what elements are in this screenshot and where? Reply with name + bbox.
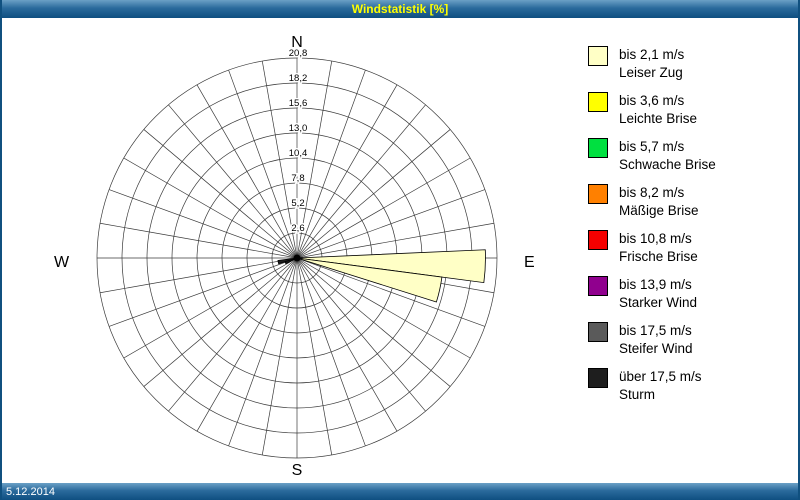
legend-color-swatch [588,322,608,342]
legend-item: bis 17,5 m/s Steifer Wind [588,322,716,358]
grid-spoke [108,257,298,327]
grid-spoke [168,104,298,259]
legend-color-swatch [588,138,608,158]
legend-color-swatch [588,184,608,204]
legend-name-label: Frische Brise [619,249,698,264]
grid-spoke [296,189,486,259]
compass-east-label: E [524,254,535,271]
grid-spoke [296,257,451,387]
legend-color-swatch [588,230,608,250]
legend-item: über 17,5 m/s Sturm [588,368,716,404]
legend-color-swatch [588,46,608,66]
ring-label: 18,2 [289,73,308,84]
legend-color-swatch [588,276,608,296]
legend-speed-label: bis 17,5 m/s [619,323,692,338]
legend-item: bis 2,1 m/s Leiser Zug [588,46,716,82]
center-dot [293,254,301,262]
grid-spoke [296,104,426,259]
ring-label: 5,2 [291,198,304,209]
ring-label: 10,4 [289,148,308,159]
legend-speed-label: bis 2,1 m/s [619,47,685,62]
ring-label: 15,6 [289,98,308,109]
compass-west-label: W [54,254,70,271]
ring-label: 13,0 [289,123,308,134]
grid-spoke [168,257,298,412]
grid-spoke [143,129,298,259]
grid-spoke [99,257,298,294]
grid-spoke [196,84,298,259]
grid-spoke [108,189,298,259]
ring-label: 7,8 [291,173,304,184]
grid-spoke [261,60,298,259]
legend-color-swatch [588,368,608,388]
wind-sector [296,257,443,303]
legend-speed-label: bis 8,2 m/s [619,185,685,200]
legend-speed-label: bis 5,7 m/s [619,139,685,154]
legend-name-label: Sturm [619,387,656,402]
legend-speed-label: bis 10,8 m/s [619,231,692,246]
grid-spoke [296,257,426,412]
grid-spoke [296,257,471,359]
legend-name-label: Steifer Wind [619,341,693,356]
legend-name-label: Starker Wind [619,295,698,310]
windrose-svg: 2,6 5,2 7,8 10,4 13,0 15,6 18,2 20,8 [96,47,498,459]
grid-spoke [143,257,298,387]
legend-item: bis 13,9 m/s Starker Wind [588,276,716,312]
legend-item: bis 5,7 m/s Schwache Brise [588,138,716,174]
compass-north-label: N [291,34,303,51]
legend-name-label: Mäßige Brise [619,203,699,218]
compass-south-label: S [291,462,303,479]
window-title: Windstatistik [%] [351,2,449,16]
grid-spoke [228,69,298,259]
grid-spoke [296,257,486,327]
grid-spoke [261,257,298,456]
grid-spoke [99,222,298,259]
grid-spoke [296,257,398,432]
legend-name-label: Schwache Brise [619,157,716,172]
legend: bis 2,1 m/s Leiser Zug bis 3,6 m/s Leich… [588,46,716,414]
legend-name-label: Leiser Zug [619,65,683,80]
ring-label: 20,8 [289,48,308,59]
status-bar: 5.12.2014 [2,483,798,500]
grid-spoke [296,60,333,259]
ring-label: 2,6 [291,223,304,234]
grid-spoke [296,84,398,259]
legend-speed-label: über 17,5 m/s [619,369,702,384]
grid-spoke [296,257,366,447]
legend-item: bis 8,2 m/s Mäßige Brise [588,184,716,220]
grid-spoke [196,257,298,432]
grid-spoke [228,257,298,447]
legend-speed-label: bis 13,9 m/s [619,277,692,292]
grid-spoke [296,157,471,259]
grid-spoke [296,129,451,259]
chart-area: 2,6 5,2 7,8 10,4 13,0 15,6 18,2 20,8 N S W E bi… [2,18,798,483]
grid-spoke [296,69,366,259]
grid-spoke [123,257,298,359]
legend-speed-label: bis 3,6 m/s [619,93,685,108]
legend-color-swatch [588,92,608,112]
status-date: 5.12.2014 [6,485,55,498]
grid-spoke [296,222,495,259]
grid-spoke [296,257,333,456]
legend-name-label: Leichte Brise [619,111,698,126]
grid-spoke [123,157,298,259]
title-bar: Windstatistik [%] [2,0,798,18]
legend-item: bis 3,6 m/s Leichte Brise [588,92,716,128]
wind-sector [296,249,486,284]
legend-item: bis 10,8 m/s Frische Brise [588,230,716,266]
